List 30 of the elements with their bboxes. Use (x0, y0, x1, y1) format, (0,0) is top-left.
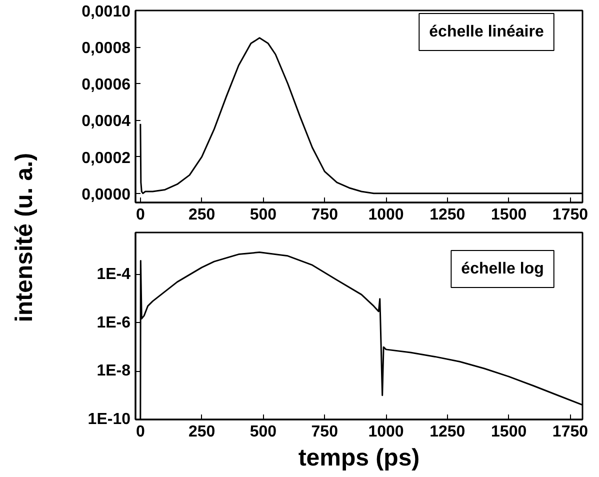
y-tick-label: 0,0002 (82, 150, 131, 167)
x-tick-label: 1250 (430, 424, 466, 440)
y-tick-label: 0,0008 (82, 40, 131, 58)
annotation: échelle linéaire (429, 24, 544, 40)
x-tick-label: 1750 (552, 424, 588, 440)
y-axis-title: intensité (u. a.) (11, 152, 38, 322)
x-tick-label: 750 (311, 424, 338, 440)
y-tick-label: 0,0006 (82, 76, 131, 94)
y-tick-label: 0,0004 (82, 113, 131, 130)
x-tick-label: 250 (188, 424, 216, 440)
x-tick-label: 0 (136, 424, 145, 440)
annotation: échelle log (461, 260, 544, 278)
x-tick-label: 500 (250, 206, 277, 224)
x-tick-label: 1500 (491, 206, 527, 224)
x-tick-label: 1500 (491, 424, 527, 440)
y-tick-label: 0,0010 (82, 4, 131, 20)
x-tick-label: 750 (311, 206, 338, 224)
y-tick-label: 0,0000 (82, 186, 131, 204)
x-tick-label: 250 (188, 206, 216, 224)
x-axis-title: temps (ps) (298, 444, 420, 472)
x-tick-label: 1000 (368, 206, 404, 224)
x-tick-label: 0 (136, 206, 145, 224)
x-tick-label: 1000 (368, 424, 404, 440)
y-tick-label: 1E-10 (88, 411, 131, 428)
y-tick-label: 1E-8 (96, 362, 131, 380)
x-tick-label: 1250 (430, 206, 466, 224)
x-tick-label: 500 (250, 424, 277, 440)
x-tick-label: 1750 (552, 206, 588, 224)
y-tick-label: 1E-6 (96, 314, 131, 332)
y-tick-label: 1E-4 (96, 266, 131, 284)
